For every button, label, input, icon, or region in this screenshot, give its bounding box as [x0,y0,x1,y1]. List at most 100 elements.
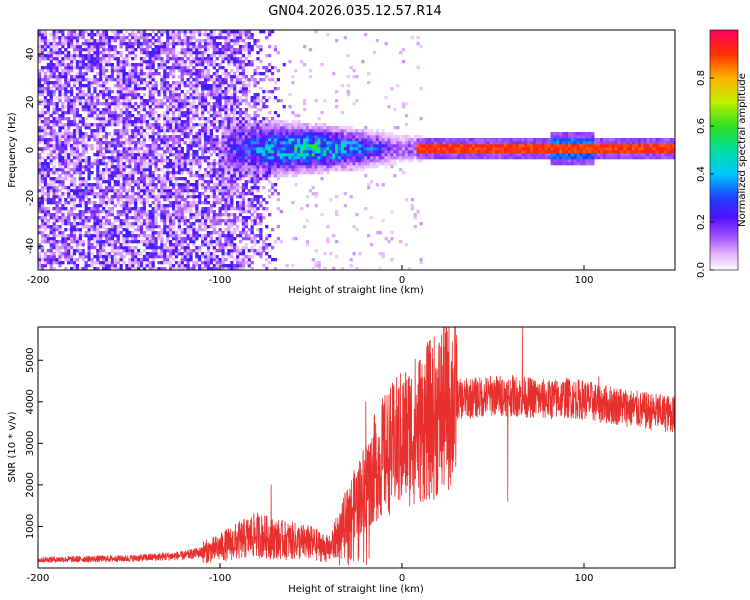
spectrogram-cell [61,162,65,166]
spectrogram-cell [174,261,179,265]
spectrogram-cell [99,159,103,163]
spectrogram-cell [300,165,304,169]
spectrogram-cell [256,45,260,49]
spectrogram-cell [87,165,91,169]
spectrogram-cell [163,96,167,100]
spectrogram-cell [177,123,181,127]
spectrogram-cell [209,123,214,127]
spectrogram-cell [113,123,117,127]
spectrogram-cell [113,117,117,121]
spectrogram-cell [221,93,225,97]
spectrogram-cell [102,117,106,121]
spectrogram-cell [110,63,115,67]
spectrogram-cell [104,237,109,241]
spectrogram-cell [203,171,208,175]
spectrogram-cell [169,36,173,40]
spectrogram-cell [154,198,158,202]
spectrogram-cell [116,153,120,157]
spectrogram-cell [212,114,216,118]
spectrogram-cell [128,54,132,58]
spectrogram-cell [259,129,263,133]
spectrogram-cell [241,216,246,220]
spectrogram-cell [55,78,59,82]
spectrogram-cell [142,177,147,181]
spectrogram-cell [206,207,211,211]
spectrogram-cell [137,159,141,163]
spectrogram-cell [169,150,173,154]
spectrogram-cell [253,165,257,169]
spectrogram-cell [250,180,254,184]
spectrogram-cell [253,156,257,160]
spectrogram-cell [195,264,199,268]
spectrogram-cell [259,216,263,220]
spectrogram-cell [148,66,152,70]
spectrogram-cell [43,264,48,268]
spectrogram-cell [134,228,138,232]
spectrogram-cell [247,84,251,88]
spectrogram-cell [119,102,123,106]
spectrogram-cell [75,249,80,253]
spectrogram-cell [119,183,123,187]
spectrogram-cell [84,165,88,169]
spectrogram-cell [268,189,272,193]
spectrogram-cell [247,153,251,157]
spectrogram-cell [253,123,257,127]
spectrogram-cell [87,57,91,61]
spectrogram-cell [206,231,211,235]
spectrogram-cell [192,123,196,127]
spectrogram-cell [203,81,208,85]
spectrogram-cell [119,144,123,148]
spectrogram-cell [99,261,103,265]
spectrogram-cell [294,171,298,175]
spectrogram-cell [253,177,257,181]
spectrogram-cell [291,75,295,79]
spectrogram-cell [90,78,94,82]
spectrogram-cell [131,36,135,40]
spectrogram-cell [87,237,91,241]
spectrogram-cell [253,207,257,211]
spectrogram-cell [119,267,123,270]
spectrogram-cell [268,147,272,151]
spectrogram-cell [209,261,214,265]
spectrogram-cell [186,90,190,94]
spectrogram-cell [119,198,123,202]
spectrogram-cell [282,165,286,169]
spectrogram-cell [64,150,68,154]
spectrogram-cell [67,30,71,34]
spectrogram-cell [157,252,161,256]
spectrogram-cell [151,99,155,103]
spectrogram-cell [282,138,286,142]
spectrogram-cell [169,261,173,265]
spectrogram-cell [67,123,71,127]
spectrogram-cell [110,48,115,52]
spectrogram-cell [93,78,97,82]
spectrogram-cell [55,261,59,265]
spectrogram-cell [209,84,214,88]
spectrogram-cell [294,174,298,178]
spectrogram-cell [253,219,257,223]
spectrogram-cell [253,129,257,133]
spectrogram-cell [67,210,71,214]
spectrogram-cell [270,147,275,151]
spectrogram-cell [198,54,202,58]
spectrogram-cell [81,153,85,157]
spectrogram-cell [177,240,181,244]
spectrogram-cell [189,210,193,214]
spectrogram-cell [99,252,103,256]
spectrogram-cell [206,255,211,259]
spectrogram-cell [262,159,266,163]
spectrogram-cell [131,174,135,178]
spectrogram-cell [38,135,42,139]
spectrogram-cell [110,225,115,229]
spectrogram-cell [119,153,123,157]
spectrogram-cell [262,186,266,190]
spectrogram-cell [104,60,109,64]
spectrogram-cell [224,243,228,247]
spectrogram-cell [212,219,216,223]
spectrogram-cell [84,252,88,256]
spectrogram-cell [81,258,85,262]
spectrogram-cell [253,210,257,214]
spectrogram-cell [93,123,97,127]
spectrogram-cell [209,75,214,79]
spectrogram-cell [224,213,228,217]
